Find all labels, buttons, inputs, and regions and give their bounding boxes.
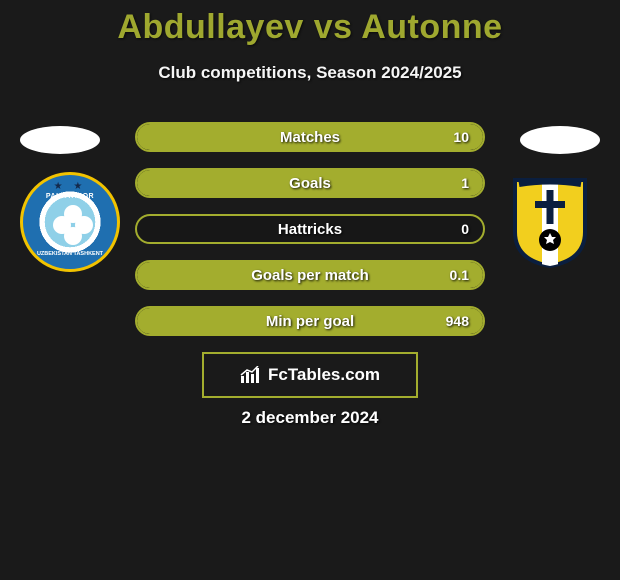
page-title: Abdullayev vs Autonne	[0, 8, 620, 47]
shield-icon	[511, 176, 589, 268]
stat-row: Hattricks0	[135, 214, 485, 244]
crest-stars: ★ ★	[23, 181, 117, 192]
stat-label: Min per goal	[137, 313, 483, 330]
stat-row: Min per goal948	[135, 306, 485, 336]
stat-value-right: 948	[446, 313, 469, 329]
comparison-card: Abdullayev vs Autonne Club competitions,…	[0, 0, 620, 580]
cotton-icon	[53, 205, 93, 245]
team-crest-left: ★ ★ PAKHTAKOR UZBEKISTAN TASHKENT	[20, 172, 120, 272]
stat-value-right: 10	[453, 129, 469, 145]
stat-label: Hattricks	[137, 221, 483, 238]
crest-left-bottom-text: UZBEKISTAN TASHKENT	[23, 251, 117, 257]
stats-list: Matches10Goals1Hattricks0Goals per match…	[135, 122, 485, 352]
date-label: 2 december 2024	[0, 408, 620, 428]
stat-label: Goals per match	[137, 267, 483, 284]
brand-label: FcTables.com	[268, 365, 380, 385]
brand-box[interactable]: FcTables.com	[202, 352, 418, 398]
page-subtitle: Club competitions, Season 2024/2025	[0, 63, 620, 83]
left-shadow-ellipse	[20, 126, 100, 154]
right-shadow-ellipse	[520, 126, 600, 154]
crest-left-top-text: PAKHTAKOR	[23, 193, 117, 200]
stat-label: Goals	[137, 175, 483, 192]
stat-value-right: 0.1	[450, 267, 469, 283]
stat-value-right: 1	[461, 175, 469, 191]
stat-value-right: 0	[461, 221, 469, 237]
stat-row: Goals per match0.1	[135, 260, 485, 290]
stat-row: Matches10	[135, 122, 485, 152]
stat-row: Goals1	[135, 168, 485, 198]
bar-chart-icon	[240, 366, 262, 384]
stat-label: Matches	[137, 129, 483, 146]
team-crest-right	[500, 172, 600, 272]
